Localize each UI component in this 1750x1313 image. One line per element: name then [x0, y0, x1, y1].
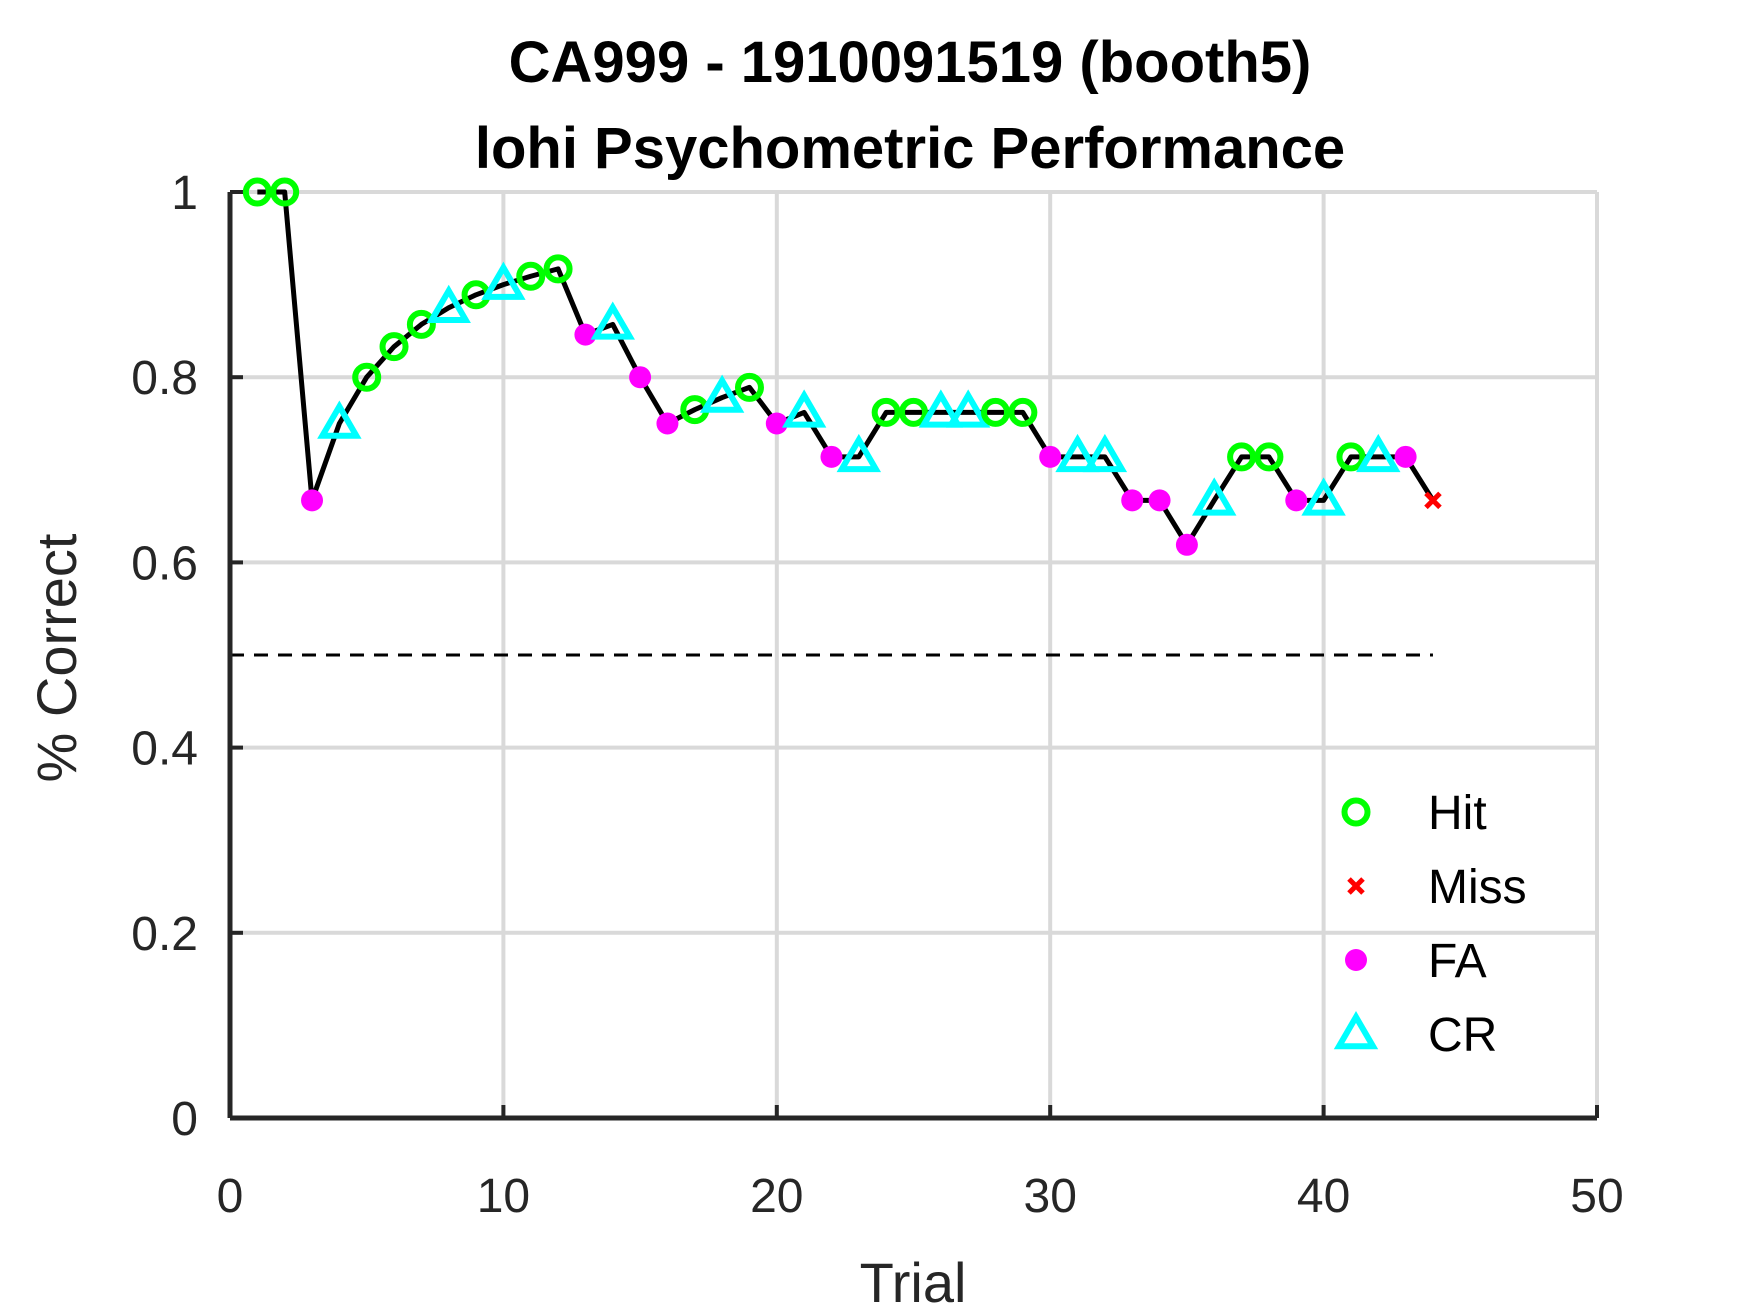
x-tick-label: 0 [217, 1170, 244, 1223]
x-tick-label: 30 [1024, 1170, 1077, 1223]
outcome-markers [242, 177, 1442, 556]
trial-marker-fa [1394, 445, 1417, 468]
trial-marker-hit [379, 332, 409, 362]
trial-marker-fa [301, 489, 324, 512]
trial-marker-hit [543, 254, 573, 284]
trial-marker-fa [1148, 489, 1171, 512]
trial-marker-cr [317, 400, 362, 439]
trial-marker-fa [1121, 489, 1144, 512]
trial-marker-cr [699, 374, 745, 413]
trial-marker-cr [481, 261, 526, 300]
x-tick-label: 50 [1570, 1170, 1623, 1223]
trial-marker-hit [1008, 397, 1038, 427]
x-tick-label: 40 [1297, 1170, 1350, 1223]
y-axis-label: % Correct [25, 533, 88, 782]
y-tick-label: 0 [171, 1093, 198, 1146]
legend-marker-hit [1341, 797, 1371, 827]
trial-marker-cr [945, 389, 991, 428]
legend-label-miss: Miss [1428, 861, 1527, 914]
trial-marker-cr [781, 389, 827, 428]
y-tick-label: 1 [171, 167, 198, 220]
trial-marker-hit [899, 397, 928, 427]
trial-marker-cr [1192, 477, 1237, 516]
trial-marker-cr [1301, 477, 1346, 516]
trial-marker-cr [918, 389, 964, 428]
trial-marker-hit [1254, 442, 1284, 472]
trial-marker-hit [871, 397, 901, 427]
trial-marker-cr [590, 301, 635, 340]
trial-marker-hit [1227, 442, 1257, 472]
axes [227, 190, 1599, 1121]
legend-marker-cr [1333, 1011, 1379, 1050]
chart-subtitle: lohi Psychometric Performance [475, 116, 1345, 181]
trial-marker-fa [1039, 445, 1062, 468]
trial-marker-hit [516, 261, 546, 291]
trial-marker-fa [629, 366, 652, 389]
legend-label-fa: FA [1428, 935, 1487, 988]
x-tick-label: 20 [750, 1170, 803, 1223]
y-tick-label: 0.4 [131, 723, 198, 776]
trial-marker-fa [574, 323, 597, 346]
trial-marker-fa [765, 412, 788, 435]
trial-marker-hit [1336, 442, 1366, 472]
legend: Hit Miss FA CR [1333, 787, 1527, 1062]
trial-marker-fa [820, 445, 843, 468]
legend-label-hit: Hit [1428, 787, 1487, 840]
legend-label-cr: CR [1428, 1009, 1497, 1062]
chart-title: CA999 - 1910091519 (booth5) [509, 30, 1312, 95]
trial-marker-miss [1424, 491, 1442, 510]
trial-marker-cr [426, 284, 471, 323]
trial-marker-hit [734, 372, 764, 402]
y-tick-label: 0.2 [131, 908, 198, 961]
trial-marker-hit [981, 397, 1011, 427]
y-tick-label: 0.8 [131, 352, 198, 405]
x-tick-label: 10 [477, 1170, 530, 1223]
trial-marker-cr [1082, 433, 1128, 473]
trial-marker-cr [1055, 433, 1100, 473]
legend-marker-fa [1345, 949, 1367, 971]
trial-marker-fa [1285, 489, 1308, 512]
trial-marker-cr [836, 433, 882, 473]
trial-marker-fa [656, 412, 679, 435]
tick-labels: 0 10 20 30 40 50 0 0.2 0.4 0.6 0.8 1 [131, 167, 1623, 1223]
trial-marker-hit [270, 177, 300, 207]
trial-marker-cr [1356, 433, 1401, 473]
trial-marker-fa [1175, 533, 1198, 556]
x-axis-label: Trial [860, 1251, 967, 1313]
trial-marker-hit [242, 177, 272, 207]
trial-marker-hit [352, 362, 382, 392]
trial-marker-hit [406, 309, 436, 339]
legend-marker-miss [1347, 877, 1365, 895]
y-tick-label: 0.6 [131, 537, 198, 590]
